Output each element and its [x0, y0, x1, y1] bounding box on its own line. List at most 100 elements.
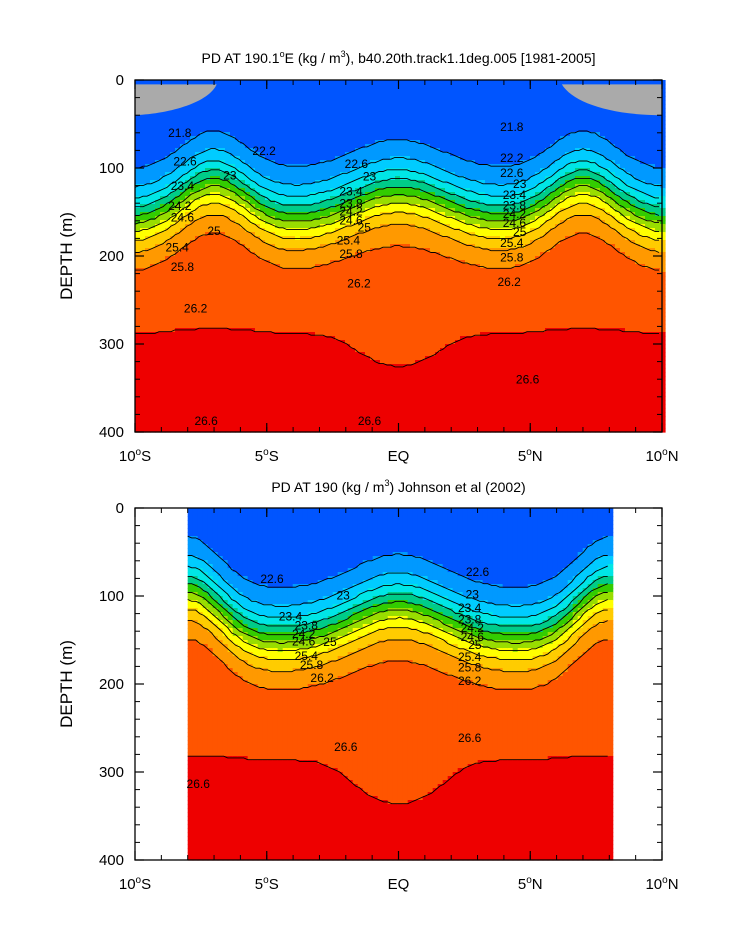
field-cell [225, 408, 231, 413]
field-cell [135, 372, 141, 377]
field-cell [245, 344, 251, 349]
field-cell [260, 84, 266, 89]
field-cell [140, 168, 146, 173]
field-cell [220, 144, 226, 149]
field-cell [225, 112, 231, 117]
field-cell [175, 404, 181, 409]
field-cell [150, 280, 156, 285]
field-cell [165, 348, 171, 353]
field-cell [220, 288, 226, 293]
field-cell [230, 248, 236, 253]
field-cell [265, 136, 271, 141]
field-cell [265, 276, 271, 281]
field-cell [235, 308, 241, 313]
field-cell [235, 108, 241, 113]
field-cell [135, 140, 141, 145]
field-cell [140, 148, 146, 153]
field-cell [150, 416, 156, 421]
field-cell [140, 216, 146, 221]
field-cell [245, 424, 251, 429]
field-cell [185, 400, 191, 405]
field-cell [230, 276, 236, 281]
field-cell [175, 296, 181, 301]
field-cell [205, 164, 211, 169]
field-cell [180, 324, 186, 329]
field-cell [160, 356, 166, 361]
field-cell [230, 280, 236, 285]
field-cell [215, 252, 221, 257]
field-cell [240, 340, 246, 345]
field-cell [210, 300, 216, 305]
field-cell [255, 104, 261, 109]
field-cell [240, 288, 246, 293]
field-cell [165, 416, 171, 421]
field-cell [185, 332, 191, 337]
field-cell [210, 124, 216, 129]
field-cell [220, 244, 226, 249]
field-cell [170, 380, 176, 385]
field-cell [245, 364, 251, 369]
field-cell [210, 380, 216, 385]
field-cell [205, 284, 211, 289]
field-cell [190, 368, 196, 373]
field-cell [250, 408, 256, 413]
field-cell [250, 224, 256, 229]
field-cell [215, 268, 221, 273]
field-cell [210, 396, 216, 401]
field-cell [235, 404, 241, 409]
field-cell [255, 364, 261, 369]
field-cell [175, 324, 181, 329]
field-cell [200, 276, 206, 281]
field-cell [185, 344, 191, 349]
field-cell [155, 136, 161, 141]
field-cell [225, 140, 231, 145]
field-cell [140, 200, 146, 205]
field-cell [220, 272, 226, 277]
field-cell [245, 112, 251, 117]
field-cell [135, 280, 141, 285]
field-cell [140, 152, 146, 157]
field-cell [170, 372, 176, 377]
field-cell [235, 368, 241, 373]
field-cell [225, 320, 231, 325]
field-cell [220, 220, 226, 225]
field-cell [260, 212, 266, 217]
field-cell [195, 376, 201, 381]
field-cell [250, 260, 256, 265]
field-cell [225, 108, 231, 113]
field-cell [140, 240, 146, 245]
field-cell [250, 268, 256, 273]
field-cell [270, 132, 276, 137]
field-cell [170, 424, 176, 429]
field-cell [160, 180, 166, 185]
field-cell [140, 328, 146, 333]
field-cell [245, 136, 251, 141]
field-cell [240, 356, 246, 361]
field-cell [140, 116, 146, 121]
field-cell [170, 408, 176, 413]
field-cell [150, 360, 156, 365]
field-cell [205, 296, 211, 301]
field-cell [180, 332, 186, 337]
field-cell [160, 264, 166, 269]
field-cell [170, 336, 176, 341]
field-cell [185, 228, 191, 233]
field-cell [190, 252, 196, 257]
field-cell [160, 272, 166, 277]
field-cell [265, 308, 271, 313]
field-cell [260, 172, 266, 177]
field-cell [140, 176, 146, 181]
field-cell [165, 116, 171, 121]
field-cell [135, 356, 141, 361]
field-cell [245, 224, 251, 229]
field-cell [165, 168, 171, 173]
field-cell [260, 408, 266, 413]
field-cell [260, 400, 266, 405]
field-cell [230, 140, 236, 145]
field-cell [230, 120, 236, 125]
field-cell [150, 296, 156, 301]
field-cell [155, 276, 161, 281]
field-cell [240, 360, 246, 365]
field-cell [150, 132, 156, 137]
field-cell [160, 416, 166, 421]
